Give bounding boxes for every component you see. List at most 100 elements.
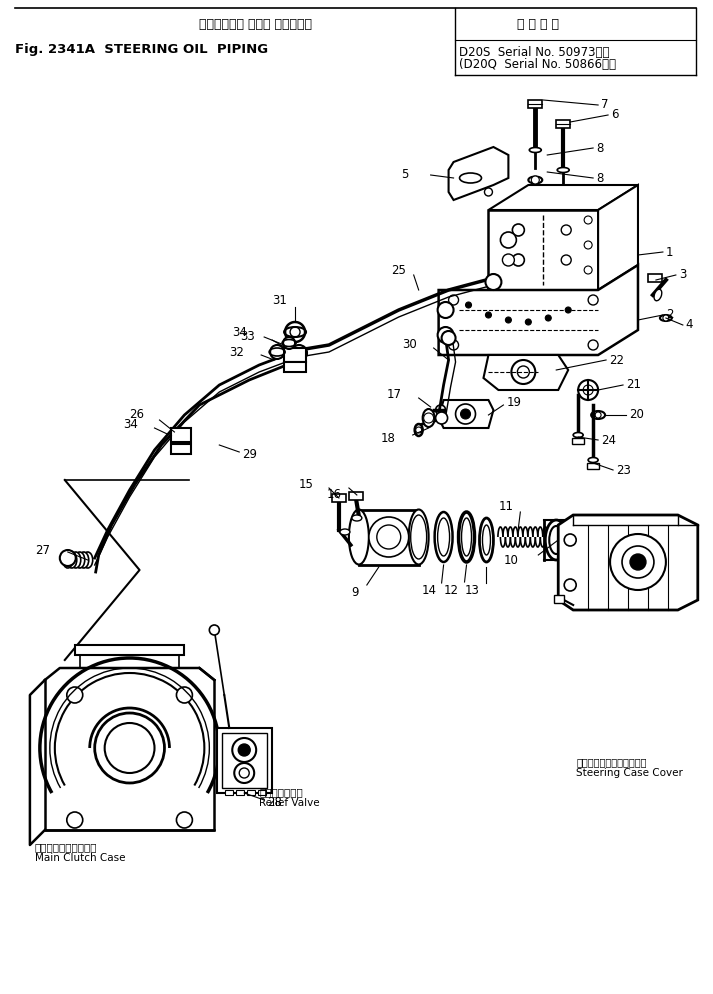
Text: 33: 33 — [240, 330, 255, 344]
Ellipse shape — [654, 289, 662, 301]
Text: 22: 22 — [609, 354, 624, 367]
Bar — [554, 595, 564, 603]
Circle shape — [588, 340, 598, 350]
Bar — [171, 428, 191, 442]
Circle shape — [436, 405, 446, 415]
Ellipse shape — [458, 512, 474, 562]
Ellipse shape — [423, 409, 435, 427]
Bar — [247, 790, 255, 795]
Circle shape — [436, 412, 448, 424]
Polygon shape — [558, 515, 698, 610]
Text: 6: 6 — [611, 108, 619, 121]
Text: 18: 18 — [381, 431, 396, 444]
Circle shape — [503, 254, 514, 266]
Circle shape — [561, 255, 571, 265]
Circle shape — [578, 380, 598, 400]
Bar — [349, 492, 363, 500]
Ellipse shape — [75, 552, 85, 568]
Circle shape — [438, 302, 453, 318]
Text: 15: 15 — [299, 478, 314, 491]
Bar — [171, 444, 191, 454]
Text: Main Clutch Case: Main Clutch Case — [35, 853, 125, 863]
Circle shape — [525, 319, 531, 325]
Circle shape — [531, 194, 539, 202]
Ellipse shape — [528, 195, 543, 202]
Circle shape — [513, 254, 524, 266]
Circle shape — [291, 345, 307, 361]
Ellipse shape — [340, 529, 350, 535]
Text: 7: 7 — [601, 98, 609, 111]
Circle shape — [105, 723, 155, 773]
Circle shape — [518, 366, 529, 378]
Ellipse shape — [67, 552, 77, 568]
Text: 4: 4 — [686, 318, 693, 332]
Bar — [573, 438, 584, 444]
Circle shape — [424, 413, 434, 423]
Ellipse shape — [573, 432, 583, 437]
Circle shape — [285, 322, 305, 342]
Ellipse shape — [528, 177, 543, 184]
Text: リリーフバルブ: リリーフバルブ — [260, 787, 303, 797]
Circle shape — [283, 337, 295, 349]
Ellipse shape — [409, 510, 429, 565]
Ellipse shape — [411, 515, 426, 559]
Text: 2: 2 — [666, 308, 673, 321]
Ellipse shape — [545, 520, 568, 560]
Bar — [236, 790, 245, 795]
Circle shape — [486, 274, 501, 290]
Ellipse shape — [483, 525, 491, 555]
Bar — [284, 362, 306, 372]
Circle shape — [376, 525, 401, 549]
Text: メインクラッチケース: メインクラッチケース — [35, 842, 98, 852]
Circle shape — [461, 409, 471, 419]
Text: 13: 13 — [465, 584, 479, 597]
Circle shape — [565, 307, 571, 313]
Circle shape — [564, 534, 576, 546]
Circle shape — [67, 687, 83, 703]
Polygon shape — [438, 265, 638, 355]
Circle shape — [95, 713, 165, 783]
Circle shape — [545, 315, 551, 321]
Text: 23: 23 — [616, 463, 631, 476]
Circle shape — [270, 345, 284, 359]
Text: Steering Case Cover: Steering Case Cover — [576, 768, 683, 778]
Polygon shape — [483, 355, 568, 390]
Text: Fig. 2341A  STEERING OIL  PIPING: Fig. 2341A STEERING OIL PIPING — [15, 44, 268, 57]
Polygon shape — [448, 147, 508, 200]
Polygon shape — [598, 185, 638, 290]
Circle shape — [235, 763, 255, 783]
Ellipse shape — [479, 518, 493, 562]
Ellipse shape — [349, 510, 369, 565]
Circle shape — [240, 768, 250, 778]
Text: 27: 27 — [35, 544, 50, 557]
Ellipse shape — [71, 552, 81, 568]
Text: ステアリング オイル パイピング: ステアリング オイル パイピング — [200, 18, 312, 31]
Text: 28: 28 — [267, 795, 282, 808]
Bar — [359, 510, 419, 565]
Text: 3: 3 — [679, 268, 686, 281]
Ellipse shape — [588, 457, 598, 462]
Ellipse shape — [438, 518, 450, 556]
Circle shape — [448, 295, 458, 305]
Circle shape — [456, 404, 476, 424]
Circle shape — [513, 224, 524, 236]
Circle shape — [584, 216, 592, 224]
Circle shape — [416, 427, 421, 433]
Circle shape — [290, 327, 300, 337]
Circle shape — [369, 517, 409, 557]
Ellipse shape — [78, 552, 88, 568]
Ellipse shape — [460, 173, 481, 183]
Circle shape — [531, 176, 539, 184]
Bar — [528, 100, 543, 108]
Text: (D20Q  Serial No. 50866～）: (D20Q Serial No. 50866～） — [458, 59, 615, 72]
Circle shape — [588, 295, 598, 305]
Text: 24: 24 — [601, 433, 616, 446]
Ellipse shape — [352, 515, 362, 521]
Circle shape — [630, 554, 646, 570]
Text: 17: 17 — [386, 389, 401, 402]
Text: 26: 26 — [130, 409, 145, 421]
Circle shape — [610, 534, 666, 590]
Text: 適 用 号 機: 適 用 号 機 — [518, 18, 559, 31]
Circle shape — [60, 550, 76, 566]
Text: 34: 34 — [232, 326, 247, 340]
